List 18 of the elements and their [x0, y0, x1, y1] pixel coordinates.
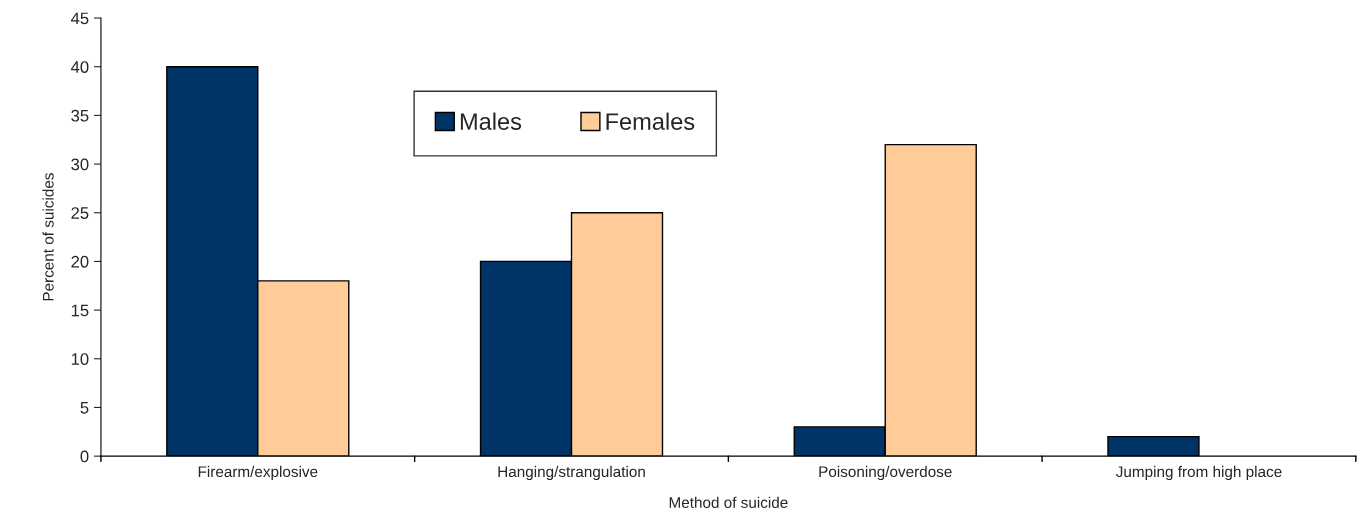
- y-tick-label: 15: [71, 304, 89, 317]
- y-tick-label: 20: [71, 255, 89, 268]
- y-tick-label: 35: [71, 109, 89, 122]
- x-tick-label: Poisoning/overdose: [819, 465, 952, 481]
- x-tick-label: Firearm/explosive: [198, 465, 318, 481]
- y-tick-label: 0: [80, 450, 89, 463]
- x-axis-title: Method of suicide: [669, 496, 788, 508]
- y-tick-label: 45: [70, 12, 89, 25]
- y-tick-label: 5: [80, 402, 89, 414]
- x-tick-label: Hanging/strangulation: [498, 465, 645, 481]
- y-tick-label: 30: [71, 158, 89, 171]
- legend-label: Males: [460, 112, 522, 130]
- y-axis-title: Percent of suicides: [42, 173, 54, 301]
- y-tick-label: 25: [71, 207, 89, 219]
- x-tick-label: Jumping from high place: [1115, 465, 1282, 481]
- y-tick-label: 40: [70, 61, 89, 73]
- legend-label: Females: [606, 112, 695, 130]
- y-tick-label: 10: [71, 353, 89, 365]
